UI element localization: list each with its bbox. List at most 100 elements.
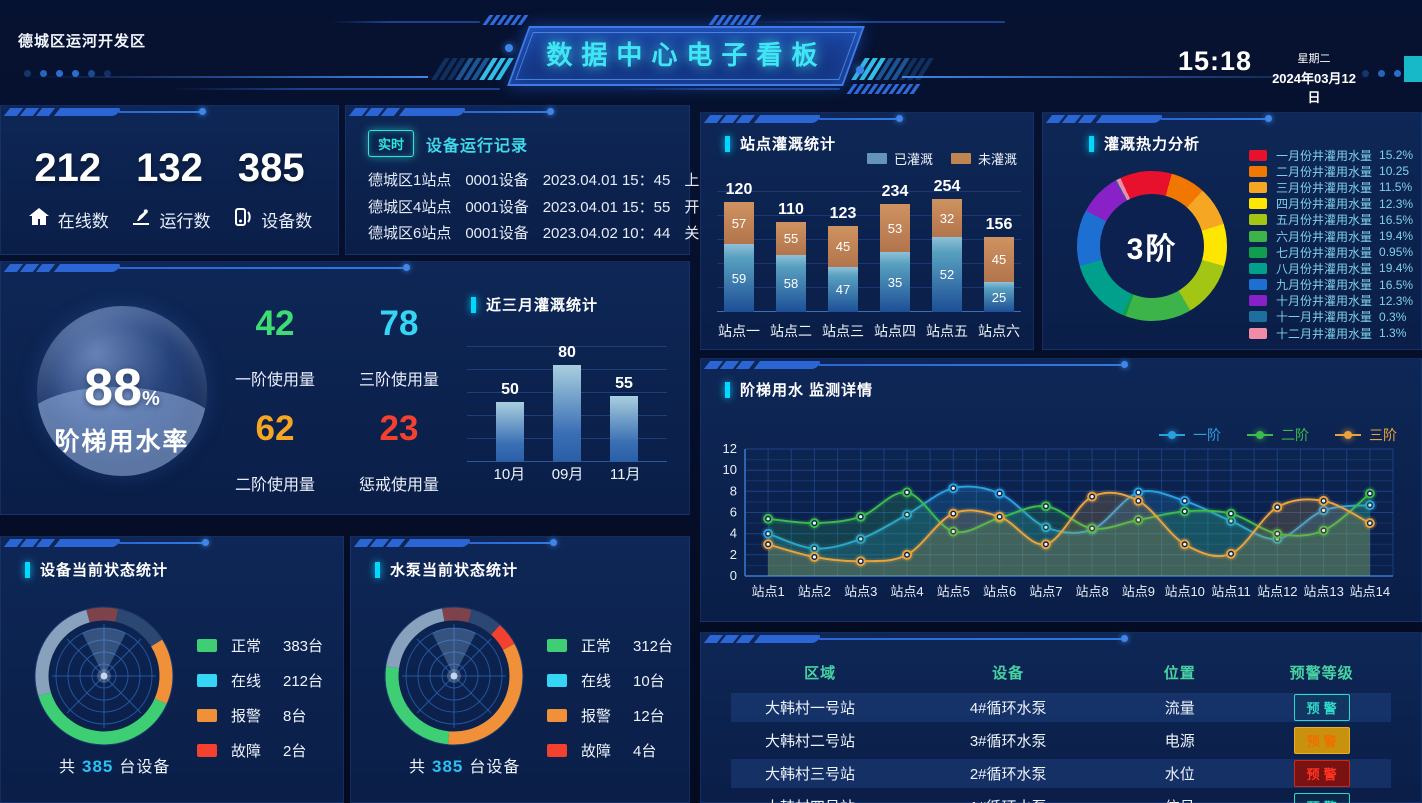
- log-datetime: 2023.04.02 10：44: [542, 225, 671, 242]
- legend-value: 0.95%: [1379, 245, 1414, 260]
- legend-dot: [1256, 431, 1264, 439]
- donut-legend-item[interactable]: 一月份井灌用水量 15.2%: [1249, 147, 1413, 163]
- water-rate-value: 88%: [84, 359, 160, 417]
- realtime-badge: 实时: [368, 130, 415, 157]
- donut-legend-item[interactable]: 六月份井灌用水量 19.4%: [1249, 228, 1413, 244]
- legend-label: 在线: [231, 673, 262, 690]
- bar-total-label: 234: [881, 183, 909, 200]
- gridline: [717, 287, 1021, 288]
- chart-title: 站点灌溉统计: [725, 133, 836, 154]
- svg-text:站点9: 站点9: [1122, 584, 1155, 599]
- bar-group: 123 45 47: [817, 205, 869, 312]
- category-label: 站点四: [874, 323, 916, 339]
- donut-legend-item[interactable]: 三月份井灌用水量 11.5%: [1249, 179, 1413, 195]
- cell-device: 2#循环水泵: [969, 766, 1047, 783]
- cell-position: 信号: [1107, 796, 1252, 803]
- legend-swatch: [1249, 279, 1267, 291]
- cell-area: 大韩村四号站: [731, 796, 909, 803]
- header-line-decoration: [750, 21, 1005, 23]
- legend-item[interactable]: 正常 383台: [197, 635, 323, 656]
- total-value: 385: [82, 757, 114, 776]
- header-line-decoration: [28, 76, 428, 78]
- legend-value: 1.3%: [1379, 326, 1407, 341]
- legend-label: 七月份井灌用水量: [1276, 245, 1373, 260]
- legend-label: 报警: [581, 708, 612, 725]
- device-log-header: 实时 设备运行记录: [368, 130, 528, 157]
- legend-label: 十二月井灌用水量: [1276, 326, 1373, 341]
- stat-value: 212: [34, 146, 102, 190]
- svg-text:4: 4: [730, 526, 737, 541]
- legend-dot: [1168, 431, 1176, 439]
- stacked-bar-plot: 120 57 59 110 55 58 123 45 47 234 53 35 254 32 52 156 45…: [713, 169, 1025, 349]
- mini-bar-plot: 50 80 55 10月 09月 11月: [467, 344, 667, 484]
- log-station: 德城区4站点: [368, 198, 452, 216]
- donut-legend-item[interactable]: 十二月井灌用水量 1.3%: [1249, 325, 1413, 341]
- legend-item[interactable]: 故障 4台: [547, 740, 673, 761]
- legend-item[interactable]: 报警 8台: [197, 705, 323, 726]
- donut-legend-item[interactable]: 十一月井灌用水量 0.3%: [1249, 309, 1413, 325]
- legend-item[interactable]: 三阶: [1335, 425, 1397, 445]
- legend-item[interactable]: 在线 10台: [547, 670, 673, 691]
- page-title: 数据中心电子看板: [546, 40, 827, 70]
- line-chart-container: 0 2 4 6 8 10 12 站点1 站点2 站点3 站点4 站点5 站点6 站点7 站点8 站点9 站点10…: [715, 441, 1405, 608]
- legend-item[interactable]: 故障 2台: [197, 740, 323, 761]
- legend-label: 四月份井灌用水量: [1276, 197, 1373, 212]
- category-label: 10月: [493, 466, 526, 483]
- svg-text:站点3: 站点3: [844, 584, 877, 599]
- clock-time: 15:18: [1178, 46, 1253, 76]
- legend-label: 二阶: [1281, 427, 1309, 443]
- cell-area: 大韩村一号站: [765, 700, 856, 717]
- title-bar-icon: [1089, 135, 1094, 152]
- bar: [610, 396, 638, 462]
- legend-value: 19.4%: [1379, 229, 1414, 244]
- panel-top-decoration: [353, 539, 689, 551]
- column-header: 区域: [804, 664, 837, 682]
- legend-item[interactable]: 未灌溉: [950, 149, 1017, 168]
- donut-legend-item[interactable]: 五月份井灌用水量 16.5%: [1249, 212, 1413, 228]
- log-station: 德城区1站点: [368, 172, 452, 189]
- mini-bar: 80: [553, 344, 581, 462]
- legend-value: 12.3%: [1379, 196, 1414, 211]
- title-bar-icon: [375, 561, 380, 578]
- legend-value: 12.3%: [1379, 293, 1414, 308]
- legend-item[interactable]: 在线 212台: [197, 670, 323, 691]
- legend-label: 一月份井灌用水量: [1276, 148, 1373, 163]
- alarm-level-badge: 预警: [1293, 760, 1350, 787]
- water-usage-value: 62: [255, 409, 295, 448]
- water-rate-label: 阶梯用水率: [54, 428, 190, 456]
- cell-alarm-level: 预警: [1252, 793, 1391, 803]
- chart-title: 阶梯用水 监测详情: [725, 379, 873, 400]
- stacked-bar-legend: 已灌溉 未灌溉: [866, 149, 1017, 168]
- donut-legend-item[interactable]: 八月份井灌用水量 19.4%: [1249, 260, 1413, 276]
- legend-item[interactable]: 二阶: [1247, 425, 1309, 445]
- donut-legend-item[interactable]: 二月份井灌用水量 10.25: [1249, 163, 1413, 179]
- overview-stat: 212 在线数: [27, 146, 109, 234]
- bar-segment-irrigated: 47: [828, 267, 858, 312]
- legend-marker: [1335, 431, 1361, 439]
- legend-item[interactable]: 一阶: [1159, 425, 1221, 445]
- cell-alarm-level: 预警: [1252, 694, 1391, 721]
- status-legend: 正常 312台 在线 10台报警 12台故障 4台: [547, 635, 673, 761]
- legend-item[interactable]: 报警 12台: [547, 705, 673, 726]
- stacked-bars: 120 57 59 110 55 58 123 45 47 234 53 35 254 32 52 156 45…: [713, 178, 1025, 312]
- donut-legend-item[interactable]: 九月份井灌用水量 16.5%: [1249, 277, 1413, 293]
- cell-alarm-level: 预警: [1252, 760, 1391, 787]
- donut-legend-item[interactable]: 七月份井灌用水量 0.95%: [1249, 244, 1413, 260]
- legend-count: 212台: [283, 673, 324, 690]
- legend-label: 故障: [581, 743, 612, 760]
- stripe-decoration: [431, 58, 514, 80]
- donut-legend-item[interactable]: 四月份井灌用水量 12.3%: [1249, 196, 1413, 212]
- svg-text:站点14: 站点14: [1350, 584, 1390, 599]
- log-device: 0001设备: [465, 225, 529, 242]
- bar-segment-irrigated: 25: [984, 282, 1014, 312]
- hatch-decoration: [482, 15, 529, 25]
- donut-legend-item[interactable]: 十月份井灌用水量 12.3%: [1249, 293, 1413, 309]
- legend-item[interactable]: 已灌溉: [866, 149, 933, 168]
- chart-title: 近三月灌溉统计: [471, 294, 598, 315]
- legend-item[interactable]: 正常 312台: [547, 635, 673, 656]
- step-water-line-chart: 0 2 4 6 8 10 12 站点1 站点2 站点3 站点4 站点5 站点6 站点7 站点8 站点9 站点10…: [723, 441, 1394, 599]
- panel-top-decoration: [3, 108, 338, 120]
- category-label: 09月: [551, 466, 584, 483]
